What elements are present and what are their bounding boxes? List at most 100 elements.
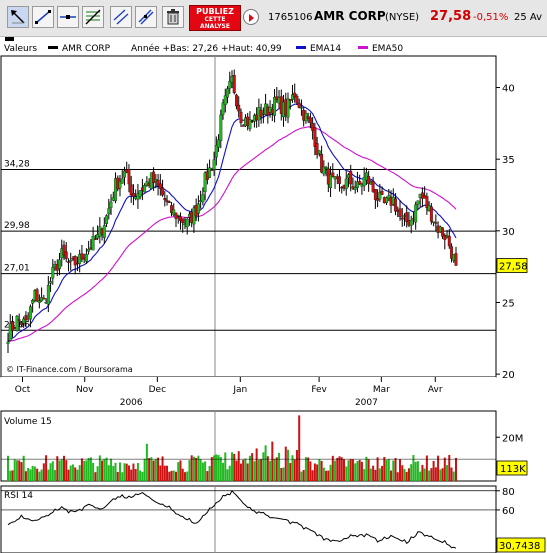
candle-body [358, 181, 362, 185]
volume-bar [349, 459, 352, 481]
candle-body [322, 166, 326, 175]
y-tick-label: 35 [502, 155, 515, 166]
x-month-label: Fev [311, 385, 327, 395]
trendline-tool[interactable] [32, 6, 54, 28]
volume-bar [150, 457, 153, 481]
volume-bar [271, 441, 274, 481]
legend-swatch-ema14 [296, 46, 306, 49]
volume-bar [322, 467, 325, 481]
volume-bar [374, 469, 377, 481]
volume-bar [309, 461, 312, 481]
candle-body [400, 217, 404, 220]
candle-body [176, 214, 180, 217]
x-month-label: Jan [232, 385, 247, 395]
candle-body [87, 249, 91, 252]
volume-bar [338, 456, 341, 481]
volume-bar [215, 454, 218, 481]
volume-bar [168, 471, 171, 481]
volume-bar [387, 459, 390, 481]
volume-bar [356, 461, 359, 481]
volume-bar [295, 450, 298, 481]
volume-bar [226, 469, 229, 481]
time-axis: Oct Nov Dec Jan Fev Mar Avr 2006 2007 [1, 377, 496, 409]
volume-bar [425, 455, 428, 481]
candle-body [210, 169, 214, 171]
volume-bar [399, 459, 401, 481]
candle-body [107, 208, 111, 215]
candle-body [306, 116, 310, 119]
candle-body [228, 80, 232, 89]
volume-bar [293, 459, 296, 481]
volume-bar [148, 458, 151, 481]
volume-bar [157, 457, 160, 481]
horizontal-line-tool[interactable] [57, 6, 79, 28]
delete-tool[interactable] [162, 6, 184, 28]
volume-bar [437, 455, 440, 481]
ema14-line [7, 103, 457, 343]
candle-body [223, 95, 227, 105]
y-tick-label: 40 [502, 84, 515, 95]
volume-bar [448, 455, 451, 481]
volume-bar [20, 462, 23, 481]
volume-bar [186, 471, 189, 481]
candle-body [329, 174, 333, 189]
volume-bar [112, 465, 115, 481]
volume-bar [183, 472, 186, 481]
volume-bar [154, 459, 157, 481]
volume-bar [260, 459, 263, 481]
candle-body [35, 289, 39, 302]
trash-icon [167, 9, 179, 25]
channel-icon [113, 9, 129, 25]
volume-bar [336, 457, 339, 481]
volume-bar [282, 467, 285, 481]
legend-label: Valeurs [4, 44, 37, 54]
fibonacci-icon [85, 9, 101, 25]
candle-body [42, 297, 46, 300]
volume-bar [275, 457, 278, 481]
candle-body [315, 143, 319, 155]
candle-body [11, 321, 14, 331]
candle-body [376, 198, 380, 201]
candle-body [161, 187, 165, 196]
volume-bar [334, 460, 337, 481]
volume-bar [369, 468, 372, 481]
volume-bar [239, 463, 242, 481]
volume-bar [394, 458, 397, 481]
ema50-line [7, 126, 457, 343]
volume-bar [188, 460, 191, 481]
volume-bar [78, 465, 81, 481]
candle-body [286, 98, 290, 118]
publish-analysis-button[interactable]: PUBLIEZ CETTE ANALYSE [189, 5, 241, 31]
volume-bar [255, 448, 258, 481]
volume-bar [434, 467, 437, 481]
volume-bar [9, 470, 12, 481]
crosshair-tool[interactable] [7, 6, 29, 28]
rsi-y-tick-label: 60 [502, 506, 515, 517]
candle-body [320, 154, 324, 173]
volume-bar [56, 456, 59, 481]
stock-code: 1765106 [268, 12, 313, 23]
candle-body [387, 195, 391, 199]
candle-body [317, 150, 321, 154]
fibonacci-tool[interactable] [82, 6, 104, 28]
candle-body [425, 196, 429, 209]
candle-body [221, 102, 225, 115]
volume-bar [242, 459, 245, 481]
chevron-right-icon[interactable] [243, 9, 259, 25]
candle-body [349, 170, 353, 185]
candle-body [37, 300, 41, 303]
volume-bar [24, 471, 27, 481]
volume-bar [343, 459, 345, 481]
volume-bar [345, 466, 348, 481]
candle-body [311, 123, 315, 131]
trendline-icon [35, 10, 51, 24]
volume-bar [439, 469, 442, 481]
candle-body [398, 208, 402, 217]
volume-bar [428, 470, 431, 481]
candle-body [181, 218, 185, 223]
candle-body [429, 206, 433, 222]
volume-bar [42, 463, 45, 481]
channel-tool[interactable] [110, 6, 132, 28]
parallel-line-tool[interactable] [135, 6, 157, 28]
